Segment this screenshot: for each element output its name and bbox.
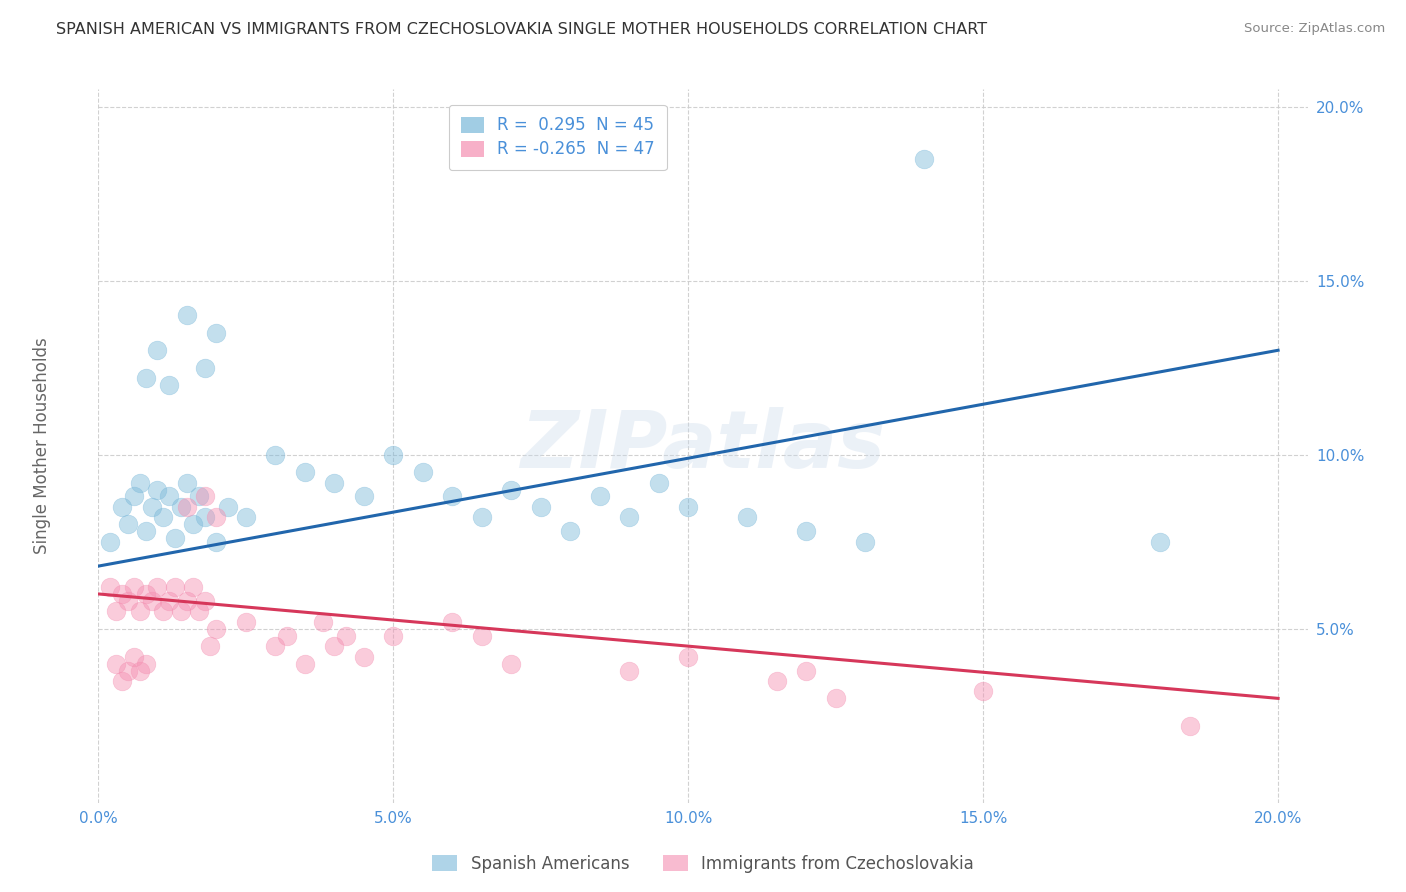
Point (501, 657, 523, 671)
Point (794, 524, 817, 539)
Point (122, 649, 145, 664)
Point (412, 465, 434, 479)
Point (117, 594, 139, 608)
Point (194, 490, 217, 504)
Point (165, 531, 187, 545)
Point (441, 490, 464, 504)
Point (157, 378, 180, 392)
Point (471, 510, 494, 524)
Point (205, 326, 228, 340)
Point (619, 510, 641, 524)
Text: Single Mother Households: Single Mother Households (34, 338, 51, 554)
Point (853, 534, 876, 549)
Point (794, 664, 817, 678)
Point (264, 448, 287, 462)
Point (501, 483, 523, 497)
Point (117, 664, 139, 678)
Point (294, 657, 316, 671)
Point (382, 629, 405, 643)
Point (441, 615, 464, 629)
Point (276, 629, 298, 643)
Point (105, 657, 128, 671)
Point (353, 490, 375, 504)
Point (678, 500, 700, 514)
Point (98, 534, 121, 549)
Point (170, 604, 193, 618)
Point (157, 490, 180, 504)
Point (648, 475, 671, 490)
Point (972, 684, 994, 698)
Point (128, 604, 150, 618)
Point (187, 604, 209, 618)
Point (176, 309, 198, 323)
Point (128, 475, 150, 490)
Point (146, 483, 169, 497)
Point (1178, 719, 1201, 733)
Point (141, 500, 163, 514)
Point (141, 594, 163, 608)
Point (323, 639, 346, 653)
Point (471, 629, 494, 643)
Point (735, 510, 758, 524)
Point (194, 510, 217, 524)
Point (235, 510, 257, 524)
Point (217, 500, 239, 514)
Point (235, 615, 257, 629)
Point (264, 639, 287, 653)
Point (530, 500, 553, 514)
Point (122, 490, 145, 504)
Point (205, 510, 228, 524)
Point (146, 343, 169, 358)
Legend: Spanish Americans, Immigrants from Czechoslovakia: Spanish Americans, Immigrants from Czech… (426, 848, 980, 880)
Point (382, 448, 405, 462)
Point (912, 152, 935, 166)
Text: ZIPatlas: ZIPatlas (520, 407, 886, 485)
Point (1149, 534, 1171, 549)
Point (200, 639, 222, 653)
Point (98, 580, 121, 594)
Point (122, 580, 145, 594)
Point (117, 517, 139, 532)
Point (135, 587, 157, 601)
Legend: R =  0.295  N = 45, R = -0.265  N = 47: R = 0.295 N = 45, R = -0.265 N = 47 (449, 104, 666, 169)
Text: SPANISH AMERICAN VS IMMIGRANTS FROM CZECHOSLOVAKIA SINGLE MOTHER HOUSEHOLDS CORR: SPANISH AMERICAN VS IMMIGRANTS FROM CZEC… (56, 22, 987, 37)
Point (157, 594, 180, 608)
Point (205, 534, 228, 549)
Point (105, 604, 128, 618)
Point (152, 510, 174, 524)
Point (353, 649, 375, 664)
Point (135, 524, 157, 539)
Point (135, 657, 157, 671)
Point (146, 580, 169, 594)
Point (135, 371, 157, 385)
Point (176, 594, 198, 608)
Point (824, 691, 846, 706)
Point (111, 587, 134, 601)
Point (619, 664, 641, 678)
Point (589, 490, 612, 504)
Point (765, 673, 787, 688)
Point (323, 475, 346, 490)
Point (152, 604, 174, 618)
Point (678, 649, 700, 664)
Point (194, 360, 217, 375)
Point (311, 615, 333, 629)
Point (194, 594, 217, 608)
Point (111, 673, 134, 688)
Point (176, 500, 198, 514)
Point (181, 517, 204, 532)
Point (205, 622, 228, 636)
Point (187, 490, 209, 504)
Point (560, 524, 582, 539)
Point (165, 580, 187, 594)
Point (176, 475, 198, 490)
Point (128, 664, 150, 678)
Text: Source: ZipAtlas.com: Source: ZipAtlas.com (1244, 22, 1385, 36)
Point (294, 465, 316, 479)
Point (170, 500, 193, 514)
Point (111, 500, 134, 514)
Point (181, 580, 204, 594)
Point (335, 629, 357, 643)
